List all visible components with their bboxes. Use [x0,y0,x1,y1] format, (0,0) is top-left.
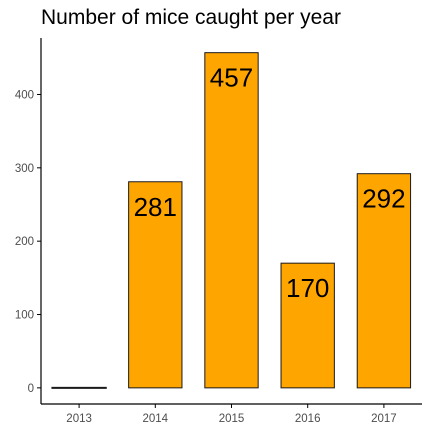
x-tick-label-2014: 2014 [143,413,169,425]
y-tick-label-300: 300 [15,163,34,175]
x-tick-label-2013: 2013 [66,413,92,425]
y-tick-label-0: 0 [28,383,34,395]
chart-title: Number of mice caught per year [41,6,341,30]
y-tick-label-200: 200 [15,236,34,248]
data-label-2017: 292 [362,184,405,214]
x-tick-label-2017: 2017 [371,413,397,425]
y-tick-label-400: 400 [15,89,34,101]
data-label-2016: 170 [286,273,329,303]
y-tick-label-100: 100 [15,310,34,322]
x-tick-label-2016: 2016 [295,413,321,425]
x-tick-label-2015: 2015 [219,413,245,425]
data-label-2015: 457 [210,63,253,93]
bar-2015 [205,53,258,388]
data-label-2014: 281 [134,192,177,222]
